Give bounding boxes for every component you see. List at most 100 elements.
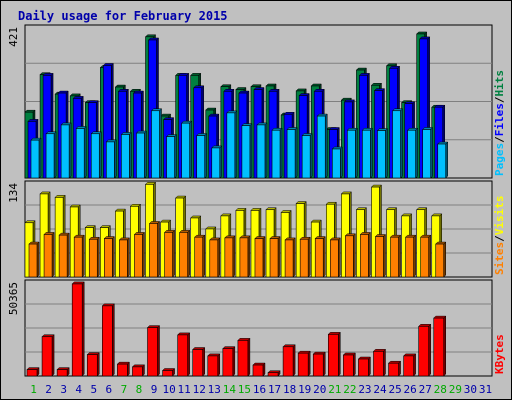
bar-kbytes-day-24 (373, 351, 384, 377)
bar-pages-day-14 (226, 112, 236, 179)
bar-sites-day-21 (329, 239, 339, 278)
bar-kbytes-day-15-side (247, 337, 251, 377)
bar-sites-day-13-side (217, 237, 221, 278)
x-tick-label: 14 (223, 383, 237, 396)
bar-pages-day-20-top (316, 113, 328, 117)
bar-sites-day-8-top (133, 232, 146, 235)
bar-files-day-16-top (253, 87, 265, 90)
x-tick-label: 25 (388, 383, 401, 396)
bar-pages-day-24 (377, 130, 386, 179)
bar-pages-day-12-top (196, 133, 208, 136)
bar-pages-day-27-top (422, 127, 434, 130)
bar-sites-day-11-side (187, 229, 190, 278)
bar-pages-day-14-side (234, 110, 238, 179)
bar-pages-day-1 (30, 139, 40, 179)
bar-kbytes-day-11 (177, 334, 188, 377)
chart-title: Daily usage for February 2015 (18, 9, 228, 23)
bar-pages-day-21-top (331, 146, 343, 150)
bar-pages-day-4 (75, 128, 85, 179)
x-tick-label: 20 (313, 383, 326, 396)
legend-entry: Sites (493, 242, 506, 275)
bar-kbytes-day-25 (388, 362, 399, 377)
bar-files-day-7-top (117, 89, 129, 92)
legend-entry: Visits (493, 196, 506, 236)
bar-pages-day-8 (136, 132, 145, 179)
bar-sites-day-2-top (43, 232, 55, 235)
bar-files-day-17-top (268, 89, 280, 92)
bar-pages-day-8-side (144, 130, 147, 179)
x-tick-label: 7 (121, 383, 128, 396)
bar-pages-day-10 (166, 136, 175, 179)
bar-hits-day-1-top (24, 109, 36, 113)
x-tick-label: 1 (30, 383, 37, 396)
bar-sites-day-26 (405, 236, 414, 278)
bar-sites-day-20 (314, 238, 324, 278)
bar-kbytes-day-7-side (127, 361, 130, 377)
bar-hits-day-15-top (235, 87, 247, 90)
x-tick-label: 23 (358, 383, 371, 396)
bar-files-day-25-top (388, 66, 401, 69)
bar-kbytes-day-17 (267, 372, 279, 377)
bar-visits-day-10-top (159, 219, 172, 223)
bar-pages-day-15 (241, 125, 251, 179)
legend-2: KBytes (493, 334, 506, 374)
bar-sites-day-16 (254, 238, 264, 278)
bar-pages-day-19-top (301, 133, 313, 136)
bar-pages-day-1-top (30, 137, 42, 141)
bar-sites-day-3-side (66, 232, 70, 278)
x-tick-label: 15 (238, 383, 251, 396)
bar-pages-day-22 (347, 129, 356, 179)
panel-0-max-label: 421 (7, 27, 20, 47)
panel-1-max-label: 134 (7, 183, 20, 203)
bar-files-day-10-top (162, 117, 175, 120)
x-tick-label: 4 (75, 383, 82, 396)
bar-kbytes-day-5 (86, 354, 98, 377)
bar-pages-day-6-top (105, 139, 117, 143)
bar-sites-day-24 (375, 236, 384, 278)
bar-sites-day-5-side (97, 236, 100, 278)
bar-kbytes-day-22 (343, 354, 354, 377)
bar-sites-day-25-top (389, 234, 402, 238)
bar-sites-day-1 (28, 243, 38, 278)
bar-files-day-11-top (178, 73, 190, 76)
bar-pages-day-11 (181, 122, 190, 179)
bar-pages-day-10-side (174, 133, 177, 179)
bar-pages-day-7-side (129, 131, 132, 179)
bar-sites-day-26-top (405, 234, 417, 238)
bar-sites-day-13 (209, 239, 219, 278)
bar-files-day-20-top (313, 89, 325, 92)
bar-kbytes-day-12 (192, 349, 204, 377)
bar-sites-day-4-top (73, 234, 85, 238)
bar-kbytes-day-15 (237, 340, 249, 377)
bar-pages-day-7 (121, 134, 130, 179)
bar-visits-day-18-top (280, 210, 292, 213)
legend-entry: KBytes (493, 334, 506, 374)
x-tick-label: 28 (434, 383, 447, 396)
bar-hits-day-4-top (69, 93, 81, 97)
x-tick-label: 13 (208, 383, 221, 396)
bar-sites-day-11-top (179, 230, 191, 233)
bar-sites-day-10-side (172, 229, 175, 278)
bar-pages-day-28-top (437, 141, 449, 145)
bar-kbytes-day-27 (418, 326, 429, 377)
bar-pages-day-18-top (286, 127, 298, 130)
x-tick-label: 10 (162, 383, 175, 396)
bar-visits-day-11-top (175, 195, 187, 199)
bar-kbytes-day-6-side (112, 303, 115, 377)
bar-hits-day-13-top (205, 107, 217, 111)
x-tick-label: 21 (328, 383, 341, 396)
legend-1: Sites/Visits (493, 196, 506, 276)
bar-pages-day-7-top (120, 132, 132, 135)
bar-pages-day-25-top (391, 108, 404, 112)
bar-visits-day-25-top (385, 207, 398, 210)
bar-hits-day-10-top (159, 113, 172, 117)
bar-pages-day-8-top (135, 130, 148, 134)
bar-pages-day-9 (151, 110, 160, 179)
bar-sites-day-3 (58, 234, 68, 278)
bar-kbytes-day-9 (147, 327, 158, 377)
bar-kbytes-day-10 (162, 370, 173, 377)
bar-pages-day-17 (271, 129, 281, 179)
bar-files-day-1-top (27, 119, 39, 122)
x-tick-label: 8 (136, 383, 143, 396)
bar-pages-day-27 (422, 129, 431, 179)
